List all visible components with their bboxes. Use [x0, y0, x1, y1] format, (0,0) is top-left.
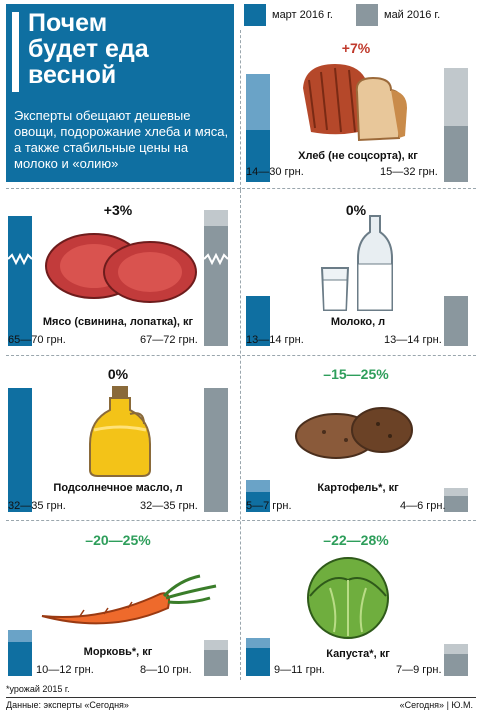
footer-divider — [6, 697, 476, 698]
oil-bottle-icon — [89, 386, 151, 477]
meat-change: +3% — [103, 202, 133, 218]
bread-may-price: 15—32 грн. — [380, 166, 438, 178]
milk-may-bar — [444, 296, 468, 346]
milk-may-price: 13—14 грн. — [384, 334, 442, 346]
oil-name: Подсолнечное масло, л — [53, 482, 183, 494]
legend-may-label: май 2016 г. — [384, 9, 441, 21]
meat-icon — [45, 233, 197, 303]
cabbage-change: –22—28% — [323, 532, 389, 548]
milk-name: Молоко, л — [330, 316, 386, 328]
divider-row-1 — [6, 188, 476, 189]
meat-march-price: 65—70 грн. — [8, 334, 66, 346]
bread-march-bar-upper — [246, 74, 270, 130]
carrot-change: –20—25% — [85, 532, 151, 548]
potato-march-bar — [246, 492, 270, 512]
oil-may-price: 32—35 грн. — [140, 500, 198, 512]
source-note: Данные: эксперты «Сегодня» — [6, 700, 129, 710]
milk-march-price: 13—14 грн. — [246, 334, 304, 346]
potato-change: –15—25% — [323, 366, 389, 382]
header-accent-bar — [12, 12, 19, 92]
carrot-march-price: 10—12 грн. — [36, 664, 94, 676]
meat-may-bar-top — [204, 210, 228, 226]
cabbage-may-price: 7—9 грн. — [396, 664, 442, 676]
carrot-march-bar-upper — [8, 630, 32, 642]
potato-may-bar — [444, 496, 468, 512]
legend-may: май 2016 г. — [356, 4, 440, 26]
bread-may-bar-upper — [444, 68, 468, 126]
divider-vertical — [240, 190, 241, 680]
potato-name: Картофель*, кг — [317, 482, 399, 494]
bread-name: Хлеб (не соцсорта), кг — [298, 150, 418, 162]
potato-march-price: 5—7 грн. — [246, 500, 292, 512]
bread-march-bar — [246, 130, 270, 182]
milk-change: 0% — [345, 202, 367, 218]
header-box: Почем будет еда весной Эксперты обещают … — [6, 4, 234, 182]
carrot-name: Морковь*, кг — [83, 646, 153, 658]
potato-may-price: 4—6 грн. — [400, 500, 446, 512]
page-title: Почем будет еда весной — [28, 9, 149, 89]
cabbage-march-bar — [246, 648, 270, 676]
meat-may-bar — [204, 226, 228, 346]
oil-may-bar — [204, 388, 228, 512]
meat-march-break-icon — [8, 252, 32, 266]
carrot-march-bar — [8, 642, 32, 676]
divider-row-3 — [6, 520, 476, 521]
cabbage-may-bar — [444, 654, 468, 676]
cabbage-march-bar-upper — [246, 638, 270, 648]
meat-may-break-icon — [204, 252, 228, 266]
meat-march-bar — [8, 216, 32, 346]
legend-march-label: март 2016 г. — [272, 9, 333, 21]
cabbage-name: Капуста*, кг — [326, 648, 390, 660]
bread-march-price: 14—30 грн. — [246, 166, 304, 178]
bread-may-bar — [444, 126, 468, 182]
bread-icon — [303, 64, 407, 142]
carrot-may-bar-upper — [204, 640, 228, 650]
cabbage-may-bar-upper — [444, 644, 468, 654]
milk-march-bar — [246, 296, 270, 346]
oil-march-bar — [8, 388, 32, 512]
legend-march-swatch — [244, 4, 266, 26]
oil-change: 0% — [107, 366, 129, 382]
footnote: *урожай 2015 г. — [6, 684, 70, 694]
cabbage-icon — [307, 557, 389, 639]
credit-note: «Сегодня» | Ю.М. — [399, 700, 473, 710]
milk-icon — [320, 215, 393, 311]
meat-may-price: 67—72 грн. — [140, 334, 198, 346]
meat-name: Мясо (свинина, лопатка), кг — [42, 316, 194, 328]
potato-march-bar-upper — [246, 480, 270, 492]
divider-row-2 — [6, 355, 476, 356]
bread-change: +7% — [341, 40, 371, 56]
carrot-may-price: 8—10 грн. — [140, 664, 192, 676]
carrot-may-bar — [204, 650, 228, 676]
carrot-icon — [41, 574, 217, 625]
divider-vertical-top — [240, 30, 241, 190]
potato-may-bar-upper — [444, 488, 468, 496]
cabbage-march-price: 9—11 грн. — [274, 664, 325, 676]
page-subtitle: Эксперты обещают дешевые овощи, подорожа… — [14, 108, 229, 171]
oil-march-price: 32—35 грн. — [8, 500, 66, 512]
legend-may-swatch — [356, 4, 378, 26]
potato-icon — [295, 407, 413, 459]
legend-march: март 2016 г. — [244, 4, 333, 26]
